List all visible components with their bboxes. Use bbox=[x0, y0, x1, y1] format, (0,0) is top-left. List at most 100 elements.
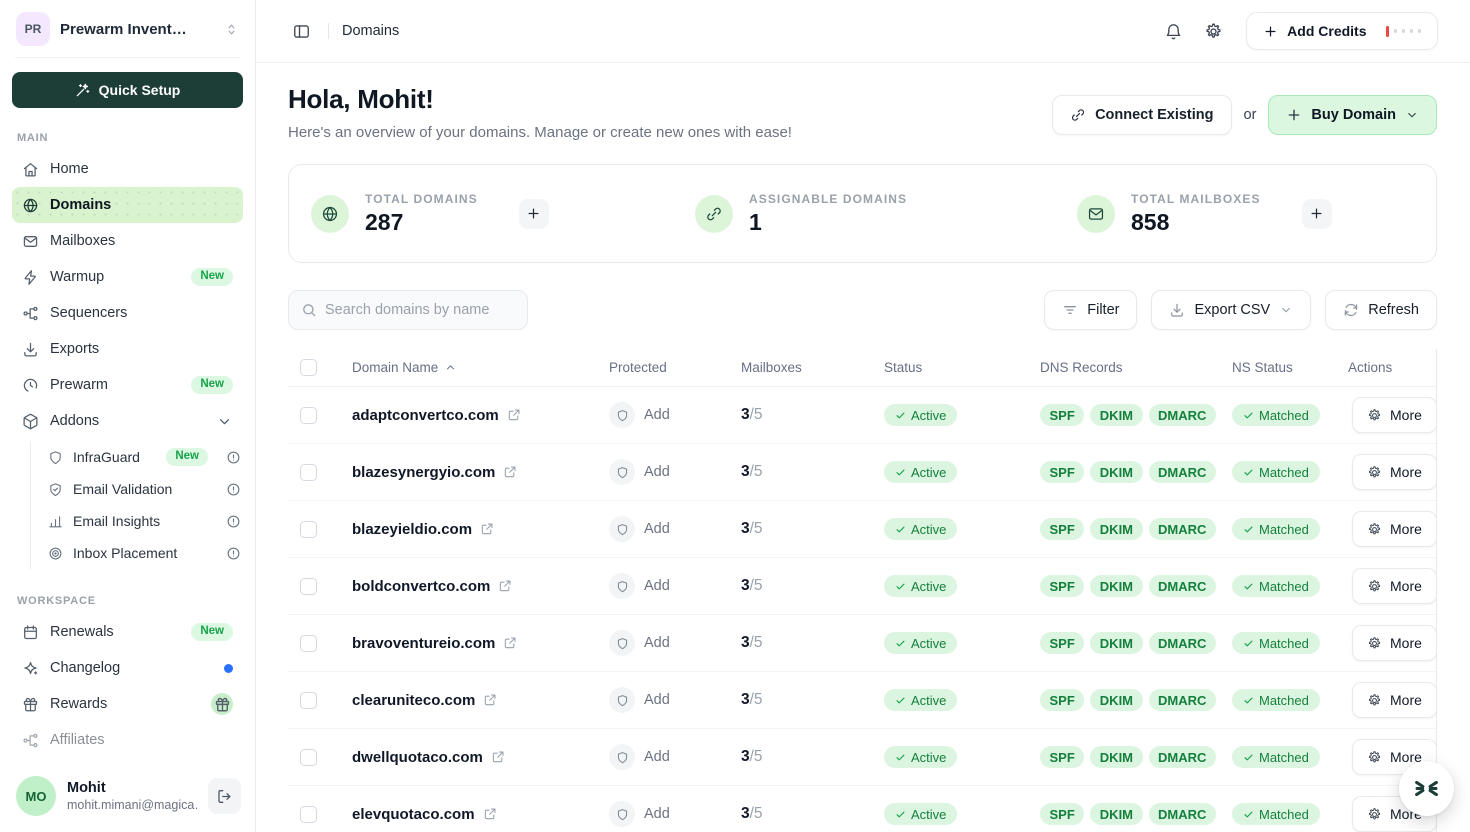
more-button[interactable]: More bbox=[1352, 511, 1436, 547]
refresh-button[interactable]: Refresh bbox=[1325, 290, 1437, 330]
user-profile[interactable]: MO Mohit mohit.mimani@magica… bbox=[0, 764, 255, 832]
more-button[interactable]: More bbox=[1352, 454, 1436, 490]
sidebar-item-email-validation[interactable]: Email Validation bbox=[40, 473, 243, 505]
external-link-icon[interactable] bbox=[483, 693, 497, 707]
sidebar-item-label: Home bbox=[50, 161, 89, 177]
domain-link[interactable]: dwellquotaco.com bbox=[352, 749, 505, 766]
mailboxes-used: 3 bbox=[741, 805, 750, 822]
info-circle-icon[interactable] bbox=[226, 450, 241, 465]
settings-button[interactable] bbox=[1200, 18, 1227, 45]
external-link-icon[interactable] bbox=[507, 408, 521, 422]
protected-cell[interactable]: Add bbox=[597, 402, 729, 428]
gear-icon bbox=[1367, 465, 1382, 480]
sidebar-item-infraguard[interactable]: InfraGuard New bbox=[40, 441, 243, 473]
external-link-icon[interactable] bbox=[491, 750, 505, 764]
domain-link[interactable]: blazesynergyio.com bbox=[352, 464, 517, 481]
row-checkbox[interactable] bbox=[300, 406, 317, 424]
external-link-icon[interactable] bbox=[503, 465, 517, 479]
info-circle-icon[interactable] bbox=[226, 482, 241, 497]
notifications-button[interactable] bbox=[1160, 18, 1187, 45]
more-button[interactable]: More bbox=[1352, 682, 1436, 718]
mailboxes-total: /5 bbox=[749, 691, 763, 708]
sparkles-icon bbox=[22, 660, 39, 677]
row-checkbox[interactable] bbox=[300, 577, 317, 595]
mail-icon bbox=[22, 233, 39, 250]
column-header-domain[interactable]: Domain Name bbox=[340, 360, 597, 375]
row-checkbox[interactable] bbox=[300, 634, 317, 652]
domain-link[interactable]: clearuniteco.com bbox=[352, 692, 497, 709]
sidebar-item-changelog[interactable]: Changelog bbox=[12, 650, 243, 686]
sidebar-item-domains[interactable]: Domains bbox=[12, 187, 243, 223]
column-header-mailboxes: Mailboxes bbox=[741, 360, 802, 375]
sidebar-item-affiliates[interactable]: Affiliates bbox=[12, 722, 243, 758]
more-button[interactable]: More bbox=[1352, 397, 1436, 433]
domain-link[interactable]: adaptconvertco.com bbox=[352, 407, 521, 424]
select-all-checkbox[interactable] bbox=[300, 359, 317, 376]
sidebar-item-renewals[interactable]: Renewals New bbox=[12, 614, 243, 650]
domain-name: bravoventureio.com bbox=[352, 634, 496, 652]
sidebar-item-email-insights[interactable]: Email Insights bbox=[40, 505, 243, 537]
sidebar-item-addons[interactable]: Addons bbox=[12, 403, 243, 439]
buy-domain-button[interactable]: Buy Domain bbox=[1268, 95, 1437, 135]
logout-button[interactable] bbox=[208, 778, 241, 814]
sidebar-item-prewarm[interactable]: Prewarm New bbox=[12, 367, 243, 403]
sidebar-item-exports[interactable]: Exports bbox=[12, 331, 243, 367]
sidebar-item-sequencers[interactable]: Sequencers bbox=[12, 295, 243, 331]
actions-cell: More bbox=[1336, 568, 1436, 604]
row-checkbox[interactable] bbox=[300, 691, 317, 709]
domain-link[interactable]: elevquotaco.com bbox=[352, 806, 497, 823]
workspace-switcher[interactable]: PR Prewarm Invent… bbox=[0, 0, 255, 57]
more-button[interactable]: More bbox=[1352, 568, 1436, 604]
row-checkbox[interactable] bbox=[300, 463, 317, 481]
sidebar-item-rewards[interactable]: Rewards bbox=[12, 686, 243, 722]
export-csv-button[interactable]: Export CSV bbox=[1151, 290, 1312, 330]
more-button[interactable]: More bbox=[1352, 625, 1436, 661]
gear-icon bbox=[1367, 522, 1382, 537]
info-circle-icon[interactable] bbox=[226, 546, 241, 561]
target-icon bbox=[48, 546, 63, 561]
dns-badge-dmarc: DMARC bbox=[1148, 575, 1216, 597]
quick-setup-button[interactable]: Quick Setup bbox=[12, 72, 243, 108]
dns-badge-dkim: DKIM bbox=[1090, 461, 1143, 483]
protected-cell[interactable]: Add bbox=[597, 630, 729, 656]
sidebar-item-warmup[interactable]: Warmup New bbox=[12, 259, 243, 295]
gift-icon bbox=[22, 696, 39, 713]
protected-cell[interactable]: Add bbox=[597, 516, 729, 542]
dns-badge-dkim: DKIM bbox=[1090, 689, 1143, 711]
domain-link[interactable]: boldconvertco.com bbox=[352, 578, 512, 595]
protected-cell[interactable]: Add bbox=[597, 459, 729, 485]
domain-link[interactable]: blazeyieldio.com bbox=[352, 521, 494, 538]
row-checkbox[interactable] bbox=[300, 748, 317, 766]
sidebar-item-inbox-placement[interactable]: Inbox Placement bbox=[40, 537, 243, 569]
filter-button[interactable]: Filter bbox=[1044, 290, 1138, 330]
connect-existing-button[interactable]: Connect Existing bbox=[1052, 95, 1232, 135]
protected-add-label: Add bbox=[644, 578, 670, 594]
shield-icon bbox=[609, 630, 635, 656]
domain-link[interactable]: bravoventureio.com bbox=[352, 635, 517, 652]
external-link-icon[interactable] bbox=[483, 807, 497, 821]
protected-cell[interactable]: Add bbox=[597, 573, 729, 599]
row-checkbox[interactable] bbox=[300, 805, 317, 823]
row-checkbox[interactable] bbox=[300, 520, 317, 538]
protected-add-label: Add bbox=[644, 692, 670, 708]
search-input[interactable] bbox=[325, 302, 515, 318]
export-csv-label: Export CSV bbox=[1194, 302, 1271, 318]
link-icon bbox=[695, 194, 733, 233]
external-link-icon[interactable] bbox=[498, 579, 512, 593]
protected-cell[interactable]: Add bbox=[597, 801, 729, 827]
sidebar-item-home[interactable]: Home bbox=[12, 151, 243, 187]
dns-badge-spf: SPF bbox=[1040, 575, 1085, 597]
more-button[interactable]: More bbox=[1352, 739, 1436, 775]
external-link-icon[interactable] bbox=[480, 522, 494, 536]
sidebar-toggle-button[interactable] bbox=[288, 18, 315, 45]
sidebar-item-mailboxes[interactable]: Mailboxes bbox=[12, 223, 243, 259]
protected-cell[interactable]: Add bbox=[597, 687, 729, 713]
protected-cell[interactable]: Add bbox=[597, 744, 729, 770]
external-link-icon[interactable] bbox=[503, 636, 517, 650]
add-credits-button[interactable]: Add Credits bbox=[1246, 12, 1438, 50]
add-mailbox-button[interactable] bbox=[1301, 198, 1332, 229]
sidebar-item-label: Addons bbox=[50, 413, 100, 429]
add-domain-button[interactable] bbox=[518, 198, 549, 229]
assistant-fab-button[interactable] bbox=[1399, 761, 1454, 816]
info-circle-icon[interactable] bbox=[226, 514, 241, 529]
